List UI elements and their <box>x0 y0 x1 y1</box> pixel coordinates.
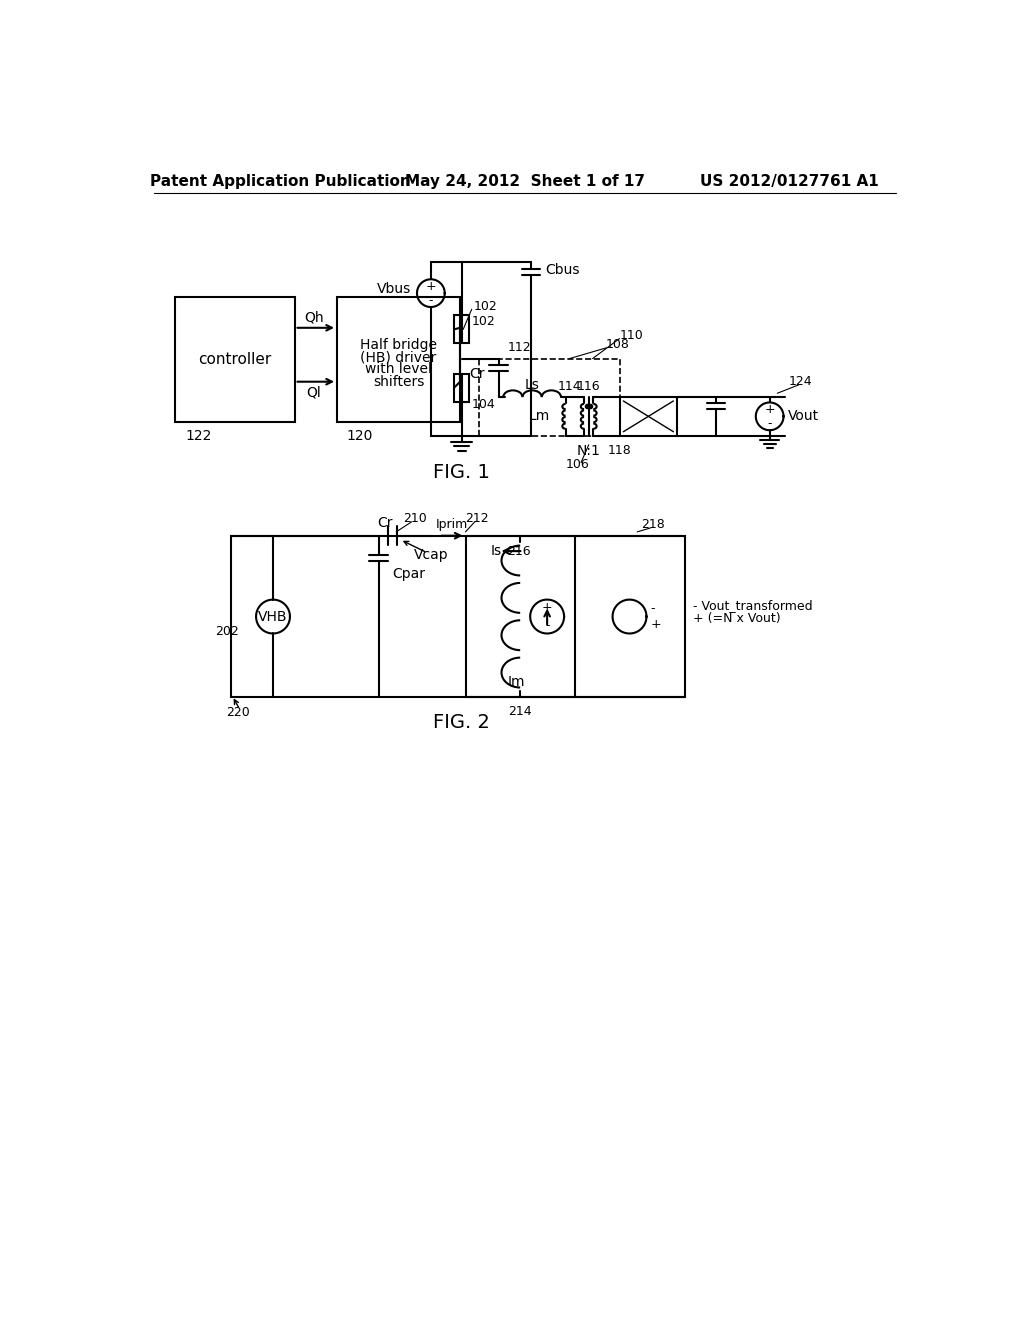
Text: + (=N x Vout): + (=N x Vout) <box>692 611 780 624</box>
Text: Vcap: Vcap <box>414 548 449 562</box>
Text: 106: 106 <box>565 458 589 471</box>
Text: +: + <box>650 618 660 631</box>
Text: Lm: Lm <box>529 409 550 424</box>
Text: with level: with level <box>366 363 432 376</box>
Text: 220: 220 <box>226 706 250 719</box>
Text: FIG. 1: FIG. 1 <box>433 463 490 482</box>
Text: -: - <box>767 417 772 430</box>
Text: Iprim: Iprim <box>435 519 468 532</box>
Text: 114: 114 <box>558 380 582 393</box>
Text: 124: 124 <box>788 375 812 388</box>
Bar <box>454 374 469 401</box>
Text: Cr: Cr <box>377 516 392 531</box>
Text: 210: 210 <box>403 512 427 525</box>
Text: 116: 116 <box>578 380 601 393</box>
Text: 214: 214 <box>508 705 532 718</box>
Text: 120: 120 <box>347 429 373 442</box>
Text: Patent Application Publication: Patent Application Publication <box>151 174 411 189</box>
Text: Vout: Vout <box>788 409 819 424</box>
Text: Ls: Ls <box>524 378 540 392</box>
Bar <box>620 397 677 436</box>
Text: US 2012/0127761 A1: US 2012/0127761 A1 <box>699 174 879 189</box>
Text: - Vout_transformed: - Vout_transformed <box>692 599 812 612</box>
Text: -: - <box>429 293 433 306</box>
Text: 110: 110 <box>620 329 643 342</box>
Bar <box>454 315 469 343</box>
Text: FIG. 2: FIG. 2 <box>433 713 490 731</box>
Text: N:1: N:1 <box>577 444 601 458</box>
Text: 112: 112 <box>508 342 531 354</box>
Bar <box>175 297 295 422</box>
Text: Cpar: Cpar <box>392 568 425 581</box>
Text: 122: 122 <box>185 429 212 442</box>
Text: controller: controller <box>198 352 271 367</box>
Text: 118: 118 <box>607 445 632 458</box>
Text: 202: 202 <box>215 626 240 639</box>
Bar <box>337 297 460 422</box>
Text: Ql: Ql <box>306 385 322 400</box>
Text: VHB: VHB <box>258 610 288 623</box>
Text: 218: 218 <box>641 519 665 532</box>
Bar <box>230 536 685 697</box>
Text: 212: 212 <box>465 512 488 525</box>
Text: Im: Im <box>508 675 525 689</box>
Text: May 24, 2012  Sheet 1 of 17: May 24, 2012 Sheet 1 of 17 <box>404 174 645 189</box>
Text: Qh: Qh <box>304 310 324 325</box>
Text: Half bridge: Half bridge <box>360 338 437 351</box>
Text: -: - <box>545 619 550 632</box>
Text: 104: 104 <box>471 399 495 412</box>
Text: 216: 216 <box>508 545 531 557</box>
Text: Cbus: Cbus <box>545 263 580 277</box>
Text: shifters: shifters <box>373 375 424 388</box>
Text: +: + <box>426 280 436 293</box>
Text: (HB) driver: (HB) driver <box>360 350 436 364</box>
Text: +: + <box>542 601 552 614</box>
Text: Vbus: Vbus <box>378 282 412 296</box>
Text: Cr: Cr <box>469 367 484 381</box>
Text: -: - <box>650 602 654 615</box>
Text: +: + <box>764 403 775 416</box>
Text: 108: 108 <box>605 338 630 351</box>
Text: 102: 102 <box>471 315 495 329</box>
Text: Is: Is <box>490 544 502 558</box>
Text: 102: 102 <box>473 300 497 313</box>
